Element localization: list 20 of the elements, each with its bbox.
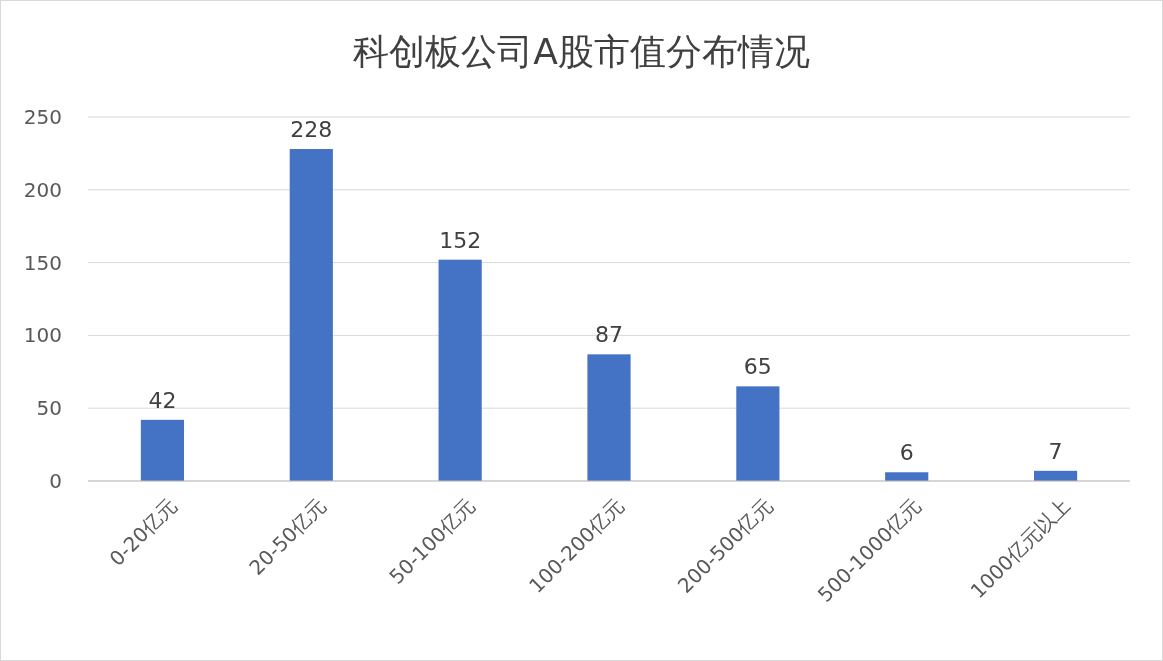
bar (736, 386, 780, 481)
bar (140, 419, 185, 481)
y-tick-label: 0 (49, 469, 62, 493)
data-label: 6 (899, 440, 914, 466)
data-label: 42 (148, 387, 177, 413)
y-tick-label: 200 (23, 177, 62, 202)
data-label: 65 (743, 354, 772, 380)
data-label: 152 (439, 227, 482, 253)
data-label: 228 (290, 117, 333, 143)
bar (885, 472, 929, 481)
bar (587, 354, 631, 481)
bar (289, 149, 333, 481)
data-label: 87 (595, 322, 623, 348)
y-tick-label: 150 (23, 250, 62, 275)
y-tick-label: 100 (23, 323, 62, 348)
bar (438, 259, 482, 481)
data-label: 7 (1048, 438, 1063, 464)
y-tick-label: 50 (36, 396, 62, 421)
y-tick-label: 250 (23, 105, 62, 129)
chart-title: 科创板公司A股市值分布情况 (353, 31, 810, 72)
